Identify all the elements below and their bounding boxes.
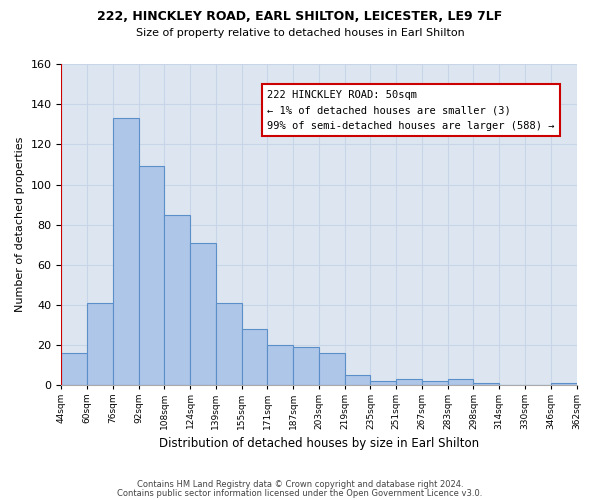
Bar [216, 303, 242, 386]
Bar [319, 353, 345, 386]
Bar [113, 118, 139, 386]
Bar [139, 166, 164, 386]
Text: Contains public sector information licensed under the Open Government Licence v3: Contains public sector information licen… [118, 488, 482, 498]
Text: 222 HINCKLEY ROAD: 50sqm
← 1% of detached houses are smaller (3)
99% of semi-det: 222 HINCKLEY ROAD: 50sqm ← 1% of detache… [268, 90, 555, 131]
X-axis label: Distribution of detached houses by size in Earl Shilton: Distribution of detached houses by size … [159, 437, 479, 450]
Text: Contains HM Land Registry data © Crown copyright and database right 2024.: Contains HM Land Registry data © Crown c… [137, 480, 463, 489]
Bar [164, 214, 190, 386]
Bar [396, 380, 422, 386]
Text: Size of property relative to detached houses in Earl Shilton: Size of property relative to detached ho… [136, 28, 464, 38]
Bar [87, 303, 113, 386]
Bar [345, 376, 370, 386]
Bar [268, 345, 293, 386]
Bar [293, 347, 319, 386]
Bar [242, 329, 268, 386]
Bar [190, 242, 216, 386]
Y-axis label: Number of detached properties: Number of detached properties [15, 137, 25, 312]
Bar [61, 353, 87, 386]
Bar [422, 382, 448, 386]
Bar [370, 382, 396, 386]
Text: 222, HINCKLEY ROAD, EARL SHILTON, LEICESTER, LE9 7LF: 222, HINCKLEY ROAD, EARL SHILTON, LEICES… [97, 10, 503, 23]
Bar [448, 380, 473, 386]
Bar [551, 384, 577, 386]
Bar [473, 384, 499, 386]
